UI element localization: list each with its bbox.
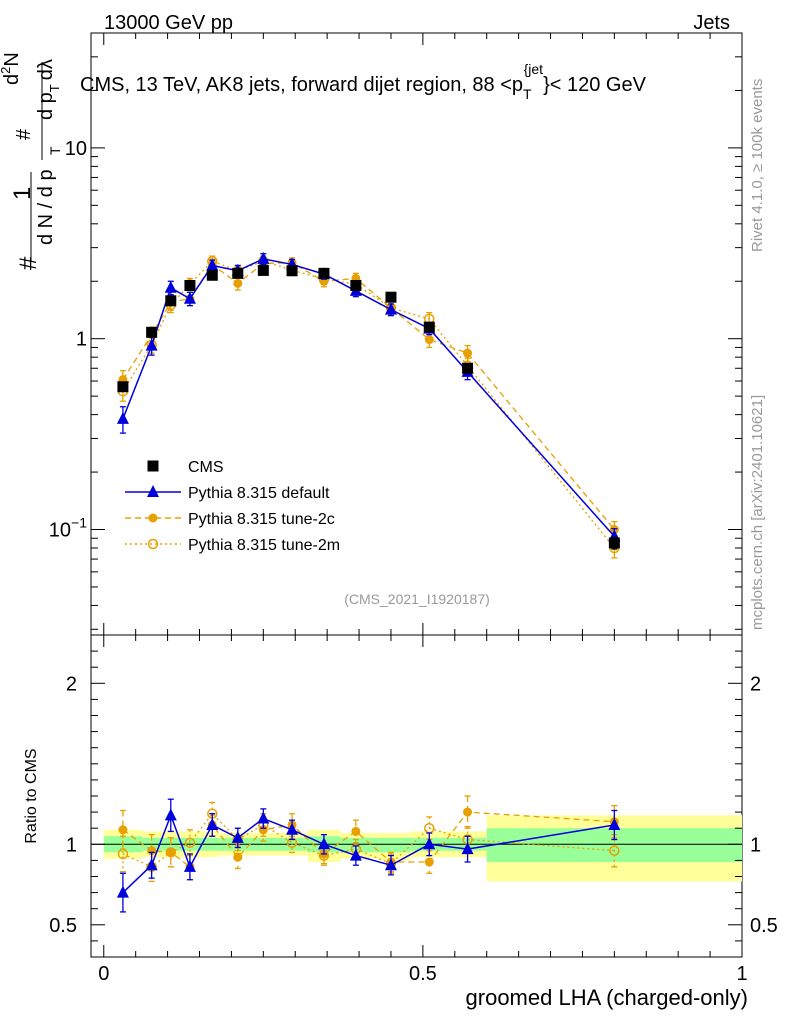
ratio-point-2-5 [233, 852, 243, 862]
ratio-point-1-2 [164, 808, 177, 821]
ratio-point-3-3 [184, 837, 196, 848]
legend-entry-2: Pythia 8.315 tune-2c [125, 511, 335, 528]
svg-text:#: # [13, 128, 35, 140]
point-0-5 [232, 267, 244, 279]
ratio-line-1 [122, 813, 615, 894]
legend-marker-3 [147, 538, 159, 550]
ratio-point-2-11 [424, 857, 434, 867]
point-0-1 [146, 326, 158, 338]
x-tick-label-1: 0.5 [409, 963, 437, 985]
ratio-point-1-11 [423, 837, 436, 850]
ratio-y-label: Ratio to CMS [23, 748, 40, 843]
ratio-point-2-12 [463, 807, 473, 817]
series-ratio-1 [116, 798, 621, 913]
r-tick-label-right-1: 1 [750, 834, 761, 856]
ratio-point-2-9 [351, 826, 361, 836]
r-tick-label-right-0: 0.5 [750, 915, 778, 937]
r-tick-label-1: 1 [66, 834, 77, 856]
legend-entry-3: Pythia 8.315 tune-2m [125, 537, 340, 554]
point-0-8 [318, 267, 330, 279]
r-tick-label-2: 2 [66, 673, 77, 695]
point-1-2 [164, 280, 177, 293]
ratio-point-1-1 [145, 858, 158, 871]
plot-title: CMS, 13 TeV, AK8 jets, forward dijet reg… [80, 61, 647, 102]
r-tick-label-0: 0.5 [49, 915, 77, 937]
ratio-point-1-7 [286, 822, 299, 835]
y-tick-label-2: 10 [65, 138, 87, 160]
point-1-3 [183, 291, 196, 304]
ratio-point-1-3 [183, 859, 196, 872]
point-2-12 [463, 348, 473, 358]
legend-label-0: CMS [188, 459, 224, 476]
main-series-group [116, 251, 621, 559]
legend-label-1: Pythia 8.315 default [188, 485, 330, 502]
svg-text:d pTdλ: d pTdλ [35, 59, 62, 120]
ratio-point-2-0 [118, 825, 128, 835]
r-tick-label-right-2: 2 [750, 673, 761, 695]
legend-entry-0: CMS [147, 459, 224, 476]
point-0-12 [462, 362, 474, 374]
y-axis-label: # 1 d N / d p T # d2N d pTdλ [0, 52, 63, 270]
point-0-3 [184, 280, 196, 292]
svg-text:d2N: d2N [0, 52, 23, 85]
band-green-7 [378, 837, 411, 853]
ratio-point-3-13 [609, 845, 620, 856]
rivet-label: Rivet 4.1.0, ≥ 100k events [749, 79, 766, 252]
point-2-5 [233, 278, 243, 288]
series-main-0 [117, 264, 620, 550]
point-1-0 [116, 411, 129, 424]
ratio-point-1-13 [608, 817, 621, 830]
ratio-point-1-9 [349, 848, 362, 861]
point-2-11 [424, 335, 434, 345]
svg-text:T: T [47, 146, 63, 155]
point-0-2 [165, 295, 177, 307]
point-0-7 [286, 265, 298, 277]
ratio-point-1-6 [257, 811, 270, 824]
point-0-4 [206, 269, 218, 281]
point-0-13 [608, 537, 620, 549]
svg-text:#: # [15, 256, 42, 270]
ratio-line-3 [122, 812, 615, 868]
legend-entry-1: Pythia 8.315 default [125, 485, 330, 502]
point-1-1 [145, 338, 158, 351]
ratio-point-1-10 [384, 858, 397, 871]
ratio-point-1-4 [206, 817, 219, 830]
y-tick-label-0: 10−1 [49, 515, 87, 542]
legend-label-3: Pythia 8.315 tune-2m [188, 537, 340, 554]
ratio-point-2-2 [166, 847, 176, 857]
x-axis-label: groomed LHA (charged-only) [466, 985, 748, 1010]
point-1-10 [384, 302, 397, 315]
legend-marker-0 [147, 460, 159, 472]
point-0-9 [350, 280, 362, 292]
series-line-3 [122, 260, 615, 549]
mcplots-label: mcplots.cern.ch [arXiv:2401.10621] [749, 395, 766, 630]
ratio-point-1-5 [231, 830, 244, 843]
x-tick-label-0: 0 [98, 963, 109, 985]
ratio-line-2 [122, 811, 615, 868]
point-0-0 [117, 381, 129, 393]
x-tick-label-2: 1 [736, 963, 747, 985]
analysis-id: (CMS_2021_I1920187) [344, 591, 490, 607]
point-1-6 [257, 251, 270, 264]
point-0-6 [257, 264, 269, 276]
point-0-11 [423, 321, 435, 333]
legend-marker-1 [147, 485, 159, 497]
ratio-point-1-8 [317, 837, 330, 850]
point-1-4 [206, 258, 219, 271]
legend-label-2: Pythia 8.315 tune-2c [188, 511, 335, 528]
axis-ticks: 0 0.5 1 10−1 1 10 0.5 0.5 1 1 2 2 [49, 32, 778, 985]
point-0-10 [385, 291, 397, 303]
y-tick-label-1: 1 [76, 329, 87, 351]
svg-text:d N / d p: d N / d p [35, 169, 57, 245]
ratio-panel-frame [90, 634, 743, 958]
legend: CMS Pythia 8.315 default Pythia 8.315 tune… [125, 459, 340, 554]
header-left: 13000 GeV pp [104, 12, 233, 34]
svg-text:1: 1 [9, 187, 36, 200]
legend-marker-2 [148, 513, 158, 523]
ratio-point-1-12 [461, 842, 474, 855]
ratio-series-group [116, 795, 621, 913]
header-right: Jets [693, 12, 730, 34]
ratio-point-1-0 [116, 885, 129, 898]
